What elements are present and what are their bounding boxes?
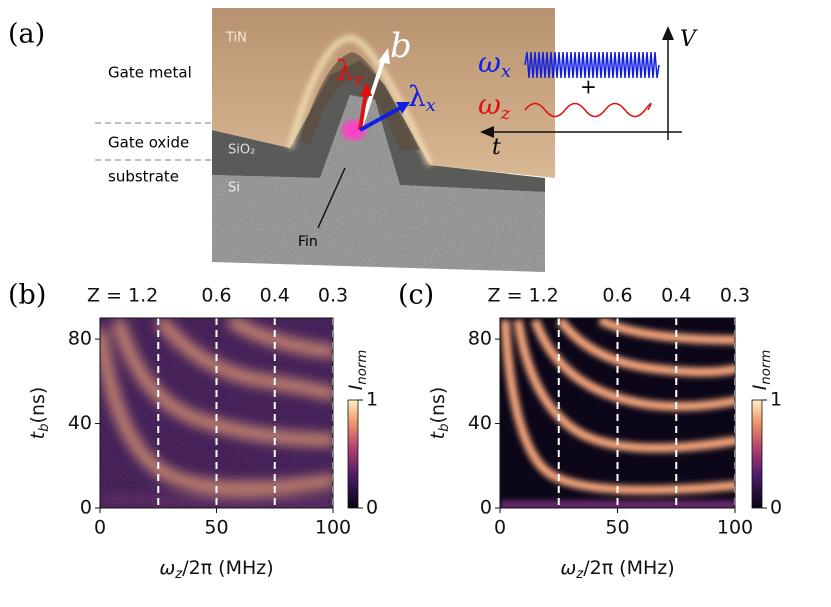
colorbar-label: Inorm: [345, 350, 371, 391]
panel-label: (b): [8, 280, 46, 311]
x-axis-label-base: ω: [159, 557, 175, 579]
colorbar-label-sub: norm: [759, 350, 774, 385]
y-axis-label-sub: b: [37, 423, 52, 431]
layer-name: Gate metal: [108, 64, 192, 82]
layer-label: Si: [228, 181, 240, 196]
x-axis-label-sub: z: [174, 567, 183, 582]
x-tick-label: 50: [204, 517, 228, 539]
panel-label: (c): [398, 280, 434, 311]
colorbar: [347, 399, 359, 509]
colorbar-label-sub: norm: [355, 350, 370, 385]
x-tick-label: 50: [605, 517, 629, 539]
top-tick-label: 0.4: [661, 285, 691, 307]
x-tick-label: 100: [717, 517, 753, 539]
y-axis-label-rest: (ns): [427, 387, 449, 424]
x-axis-label-rest: /2π (MHz): [583, 557, 674, 579]
top-tick-label: 0.6: [201, 285, 231, 307]
colorbar: [751, 399, 763, 509]
colorbar-label: Inorm: [749, 350, 775, 391]
vector-label: b: [390, 26, 412, 66]
heatmap: [500, 318, 735, 508]
y-axis-label-base: t: [27, 430, 49, 439]
y-axis-label-sub: b: [437, 423, 452, 431]
y-axis-label: tb(ns): [27, 387, 53, 440]
fin-label: Fin: [298, 234, 318, 250]
top-tick-label: Z = 1.2: [87, 285, 158, 307]
colorbar-tick-label: 0: [366, 497, 378, 519]
x-axis-label-base: ω: [560, 557, 576, 579]
panel-label: (a): [8, 19, 45, 50]
y-tick-label: 0: [80, 497, 92, 519]
axis-label: t: [492, 135, 501, 160]
x-axis-label: ωz/2π (MHz): [560, 557, 674, 583]
colorbar-tick-label: 0: [770, 497, 782, 519]
top-tick-label: 0.3: [318, 285, 348, 307]
colorbar-tick-label: 1: [366, 389, 378, 411]
y-tick-label: 80: [68, 328, 92, 350]
top-tick-label: Z = 1.2: [488, 285, 559, 307]
x-axis-label-rest: /2π (MHz): [182, 557, 273, 579]
x-axis-label: ωz/2π (MHz): [159, 557, 273, 583]
drive-label: ωz: [478, 88, 511, 125]
drive-label: ωx: [478, 46, 511, 83]
colorbar-label-base: I: [749, 384, 771, 390]
layer-name: substrate: [108, 168, 179, 186]
top-tick-label: 0.3: [720, 285, 750, 307]
y-tick-label: 0: [480, 497, 492, 519]
vector-label: λz: [336, 54, 364, 91]
y-axis-label: tb(ns): [427, 387, 453, 440]
axis-label: V: [680, 27, 698, 52]
device-illustration: [95, 8, 682, 272]
heatmap: [100, 318, 333, 508]
top-tick-label: 0.6: [602, 285, 632, 307]
top-tick-label: 0.4: [260, 285, 290, 307]
x-tick-label: 0: [494, 517, 506, 539]
x-axis-label-sub: z: [575, 567, 584, 582]
y-tick-label: 40: [68, 412, 92, 434]
y-tick-label: 80: [468, 328, 492, 350]
y-axis-label-base: t: [427, 430, 449, 439]
layer-name: Gate oxide: [108, 134, 189, 152]
colorbar-label-base: I: [345, 384, 367, 390]
x-tick-label: 0: [94, 517, 106, 539]
y-tick-label: 40: [468, 412, 492, 434]
y-axis-label-rest: (ns): [27, 387, 49, 424]
layer-label: TiN: [225, 31, 247, 46]
layer-label: SiO₂: [228, 143, 255, 158]
vector-label: λx: [408, 80, 436, 117]
plus: +: [580, 75, 597, 99]
x-tick-label: 100: [315, 517, 351, 539]
colorbar-tick-label: 1: [770, 389, 782, 411]
